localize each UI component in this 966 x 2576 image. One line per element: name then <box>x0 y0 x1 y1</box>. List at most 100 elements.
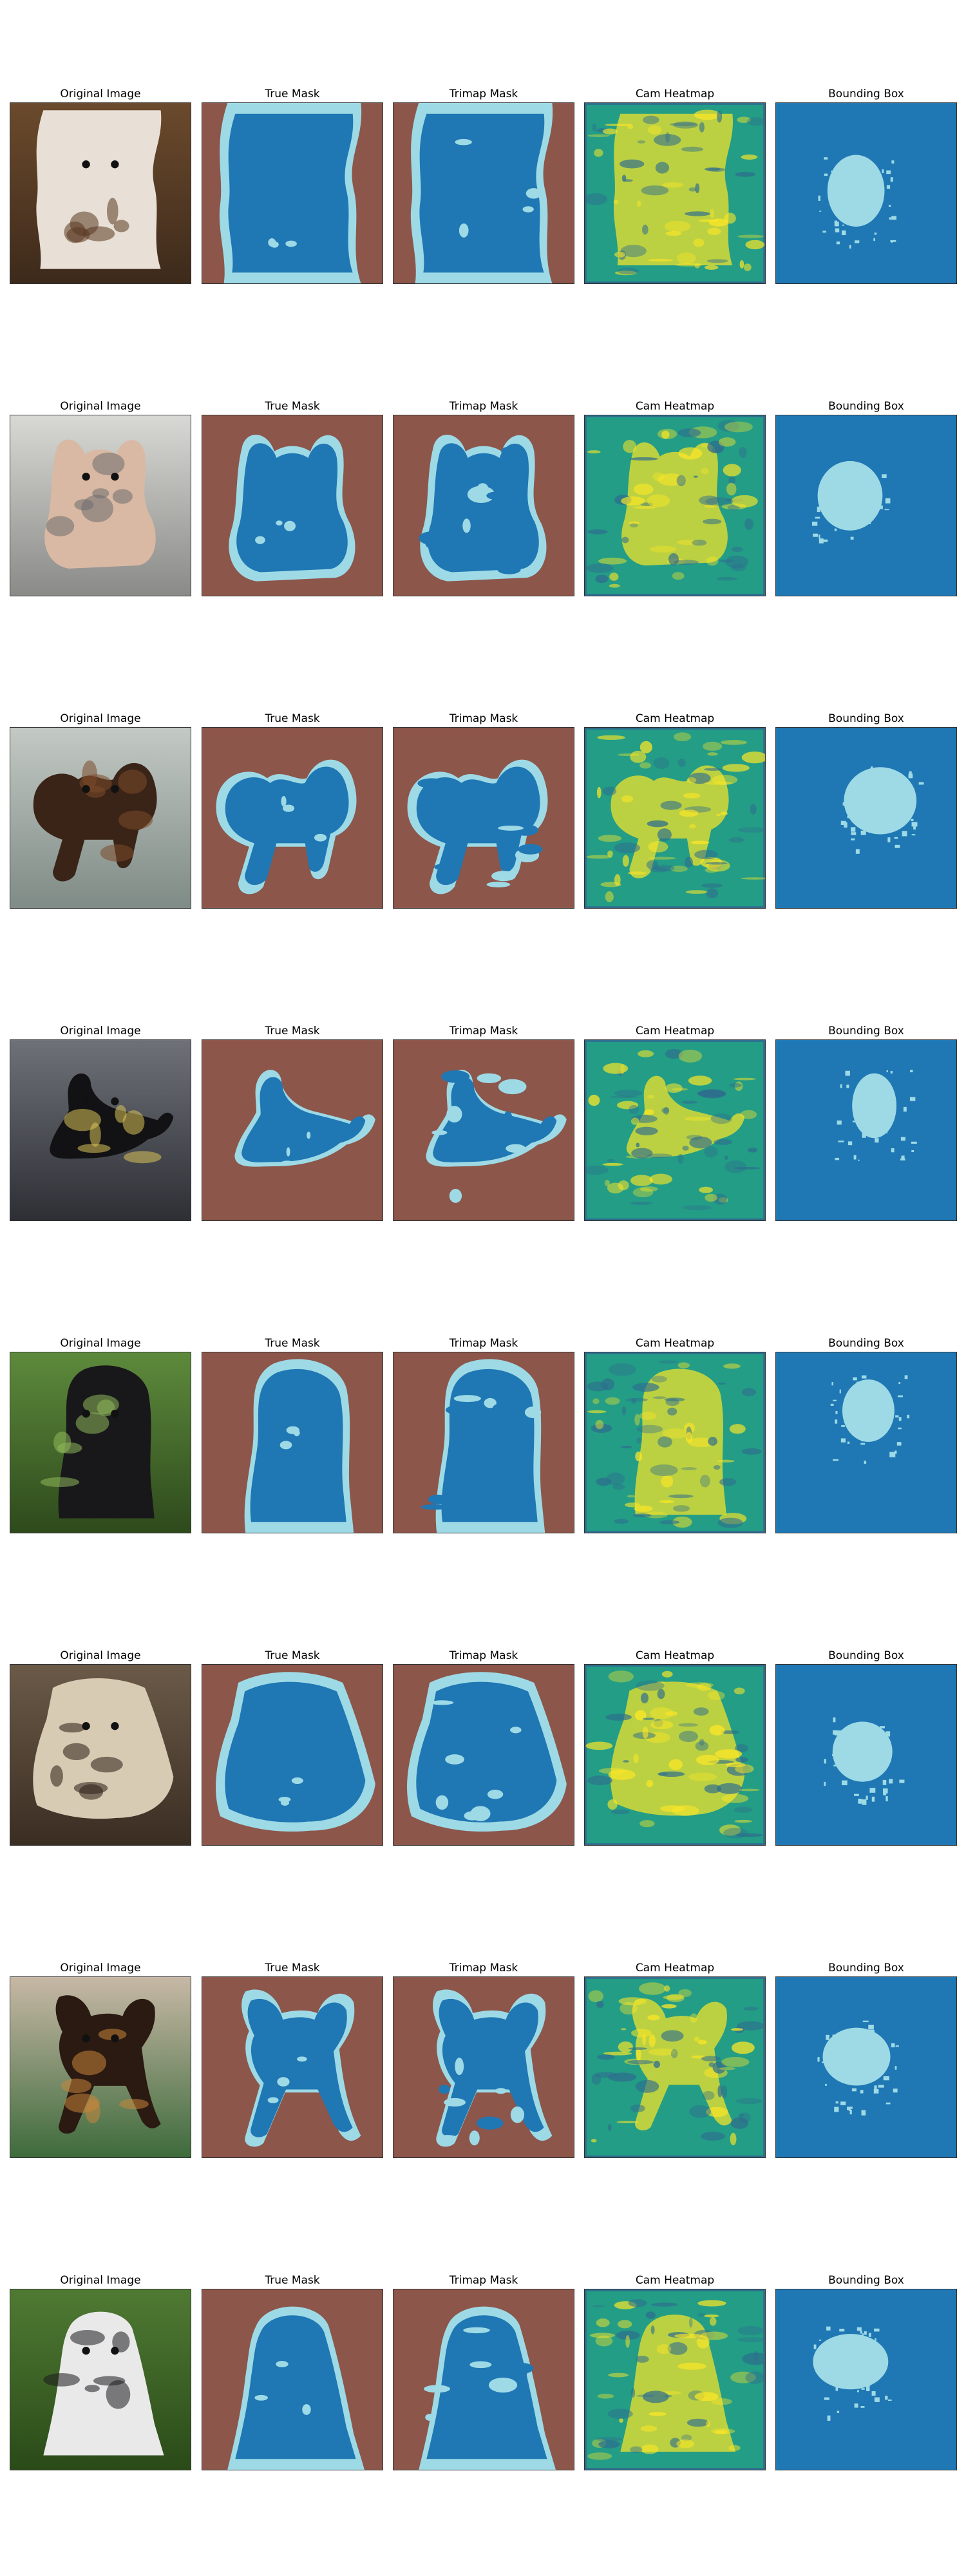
panel-title: Bounding Box <box>828 2274 904 2287</box>
original-image <box>10 102 191 284</box>
bounding-box-image <box>775 1976 957 2158</box>
bbox-graphic <box>776 1665 956 1845</box>
bounding-box-image <box>775 1664 957 1846</box>
heat-graphic <box>585 2289 765 2470</box>
mask-graphic <box>202 728 383 908</box>
trimap-graphic <box>393 1040 574 1220</box>
trimap-mask-image <box>393 415 574 596</box>
panel-title: True Mask <box>265 712 320 725</box>
true-mask-image <box>202 1664 383 1846</box>
panel-title: Original Image <box>60 1649 141 1662</box>
panel-title: Bounding Box <box>828 400 904 413</box>
photo-graphic <box>10 1977 191 2157</box>
photo-graphic <box>10 1665 191 1845</box>
true-mask-image <box>202 1976 383 2158</box>
mask-graphic <box>202 2289 383 2470</box>
panel-title: Cam Heatmap <box>635 1962 715 1975</box>
cam-heatmap-image <box>584 1039 766 1221</box>
panel-title: Original Image <box>60 88 141 100</box>
bounding-box-image <box>775 2289 957 2470</box>
panel-title: Cam Heatmap <box>635 1337 715 1350</box>
panel-title: Cam Heatmap <box>635 2274 715 2287</box>
trimap-graphic <box>393 103 574 283</box>
sample-row: Original Image True Mask Trimap Mask Cam… <box>0 1961 966 2180</box>
original-image <box>10 1352 191 1533</box>
heat-graphic <box>585 415 765 596</box>
cam-heatmap-image <box>584 2289 766 2470</box>
panel-title: True Mask <box>265 1962 320 1975</box>
panel-title: Bounding Box <box>828 1649 904 1662</box>
panel-title: Cam Heatmap <box>635 1649 715 1662</box>
cam-heatmap-image <box>584 1352 766 1533</box>
true-mask-image <box>202 102 383 284</box>
trimap-graphic <box>393 1352 574 1533</box>
panel-title: True Mask <box>265 1025 320 1037</box>
bounding-box-image <box>775 727 957 909</box>
cam-heatmap-image <box>584 1664 766 1846</box>
bbox-graphic <box>776 728 956 908</box>
sample-row: Original Image True Mask Trimap Mask Cam… <box>0 87 966 306</box>
panel-title: Trimap Mask <box>449 712 518 725</box>
photo-graphic <box>10 103 191 283</box>
sample-row: Original Image True Mask Trimap Mask Cam… <box>0 1024 966 1243</box>
mask-graphic <box>202 1977 383 2157</box>
panel-title: Bounding Box <box>828 88 904 100</box>
cam-heatmap-image <box>584 415 766 596</box>
sample-row: Original Image True Mask Trimap Mask Cam… <box>0 2273 966 2492</box>
trimap-graphic <box>393 728 574 908</box>
cam-heatmap-image <box>584 1976 766 2158</box>
photo-graphic <box>10 1352 191 1533</box>
photo-graphic <box>10 728 191 908</box>
panel-title: True Mask <box>265 400 320 413</box>
heat-graphic <box>585 1665 765 1845</box>
panel-title: Trimap Mask <box>449 400 518 413</box>
panel-title: Cam Heatmap <box>635 712 715 725</box>
original-image <box>10 727 191 909</box>
photo-graphic <box>10 1040 191 1220</box>
true-mask-image <box>202 415 383 596</box>
panel-title: Original Image <box>60 1962 141 1975</box>
bounding-box-image <box>775 1352 957 1533</box>
bounding-box-image <box>775 102 957 284</box>
sample-row: Original Image True Mask Trimap Mask Cam… <box>0 712 966 931</box>
panel-title: Bounding Box <box>828 1337 904 1350</box>
panel-title: Cam Heatmap <box>635 1025 715 1037</box>
panel-title: Original Image <box>60 1025 141 1037</box>
mask-graphic <box>202 103 383 283</box>
panel-title: Trimap Mask <box>449 88 518 100</box>
panel-title: True Mask <box>265 1337 320 1350</box>
photo-graphic <box>10 2289 191 2470</box>
panel-title: Cam Heatmap <box>635 88 715 100</box>
trimap-mask-image <box>393 1352 574 1533</box>
bbox-graphic <box>776 1352 956 1533</box>
bbox-graphic <box>776 1040 956 1220</box>
bbox-graphic <box>776 1977 956 2157</box>
panel-title: Trimap Mask <box>449 1962 518 1975</box>
panel-title: True Mask <box>265 88 320 100</box>
original-image <box>10 415 191 596</box>
trimap-graphic <box>393 415 574 596</box>
heat-graphic <box>585 1977 765 2157</box>
panel-title: True Mask <box>265 1649 320 1662</box>
bounding-box-image <box>775 415 957 596</box>
panel-title: Bounding Box <box>828 1962 904 1975</box>
panel-title: Original Image <box>60 2274 141 2287</box>
trimap-mask-image <box>393 1976 574 2158</box>
panel-title: Original Image <box>60 1337 141 1350</box>
trimap-mask-image <box>393 2289 574 2470</box>
true-mask-image <box>202 1352 383 1533</box>
trimap-graphic <box>393 2289 574 2470</box>
trimap-mask-image <box>393 727 574 909</box>
trimap-mask-image <box>393 1664 574 1846</box>
trimap-graphic <box>393 1977 574 2157</box>
cam-heatmap-image <box>584 727 766 909</box>
panel-title: True Mask <box>265 2274 320 2287</box>
panel-title: Original Image <box>60 712 141 725</box>
panel-title: Cam Heatmap <box>635 400 715 413</box>
sample-row: Original Image True Mask Trimap Mask Cam… <box>0 399 966 618</box>
trimap-mask-image <box>393 1039 574 1221</box>
panel-title: Trimap Mask <box>449 2274 518 2287</box>
heat-graphic <box>585 728 765 908</box>
sample-row: Original Image True Mask Trimap Mask Cam… <box>0 1649 966 1868</box>
